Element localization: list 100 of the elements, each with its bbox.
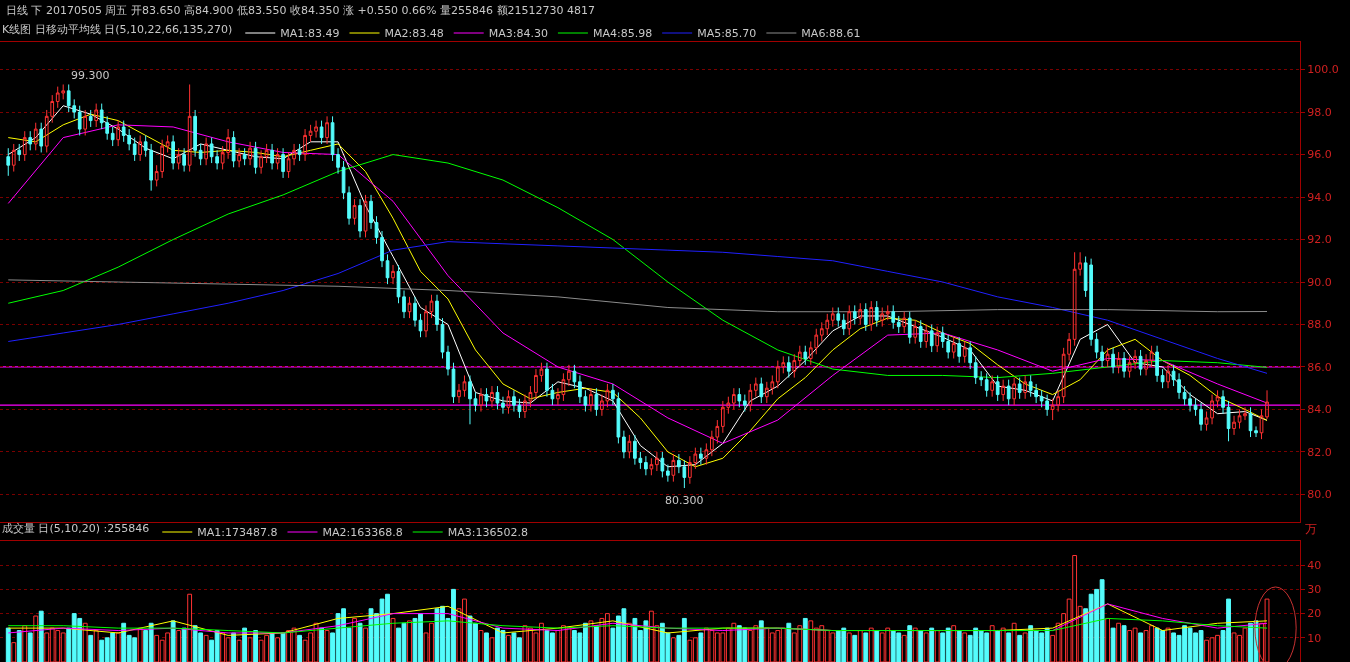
legend-label: MA4:85.98 [592, 27, 653, 41]
candlestick [110, 126, 115, 147]
candlestick [248, 141, 252, 166]
candlestick [962, 340, 967, 364]
candlestick [1001, 379, 1006, 402]
candlestick [995, 374, 1000, 402]
candlestick [94, 103, 99, 128]
bar [319, 627, 324, 662]
bar [1121, 625, 1127, 662]
candlestick [863, 302, 868, 332]
candlestick [88, 109, 93, 128]
candlestick [1138, 349, 1143, 376]
bar [907, 625, 913, 662]
candlestick [495, 385, 500, 410]
candlestick [924, 323, 929, 349]
y-tick-label: 90.0 [1307, 275, 1332, 289]
candlestick [182, 147, 186, 173]
candlestick [352, 198, 357, 226]
candlestick [589, 387, 593, 413]
legend-label: MA1:83.49 [280, 27, 340, 41]
bar [758, 620, 764, 662]
annotation: 80.300 [665, 494, 704, 507]
candlestick [1149, 345, 1154, 368]
candlestick [737, 387, 742, 408]
candlestick [1023, 374, 1028, 400]
candlestick [748, 383, 753, 413]
bar [5, 627, 11, 662]
candlestick [797, 345, 802, 368]
y-tick-label: 82.0 [1307, 445, 1332, 459]
legend-label: MA3:84.30 [488, 27, 548, 41]
bar [918, 630, 924, 662]
candlestick [644, 455, 648, 476]
candlestick [1012, 377, 1017, 406]
candlestick [786, 355, 791, 379]
bar [1110, 627, 1116, 662]
candlestick [907, 311, 912, 345]
candlestick [1215, 389, 1220, 408]
candlestick [11, 143, 16, 173]
candlestick [490, 385, 494, 408]
candlestick [885, 304, 890, 321]
candlestick [567, 364, 571, 387]
bar [297, 634, 302, 662]
candlestick [1105, 347, 1110, 368]
candlestick [1116, 351, 1121, 374]
bar [16, 630, 22, 662]
bar [786, 622, 792, 662]
candlestick [896, 315, 901, 334]
candlestick [913, 319, 918, 345]
line-series [7, 617, 1268, 634]
candlestick [1226, 400, 1231, 442]
bar [88, 634, 94, 662]
bar [698, 632, 704, 662]
candlestick [984, 372, 989, 398]
bar [231, 632, 237, 662]
candlestick [479, 387, 483, 413]
candlestick [753, 377, 758, 398]
candlestick [39, 122, 44, 153]
candlestick [165, 134, 170, 153]
y-tick-label: 86.0 [1307, 360, 1332, 374]
candlestick [418, 313, 423, 338]
bar [874, 630, 880, 662]
bar [593, 625, 599, 662]
candlestick [391, 264, 395, 285]
y-tick-label: 96.0 [1307, 148, 1332, 162]
legend-label: MA2:83.48 [384, 27, 444, 41]
candlestick [506, 389, 511, 415]
candlestick [742, 394, 747, 413]
y-tick-label: 98.0 [1307, 105, 1332, 119]
candlestick [363, 194, 368, 238]
bar [863, 632, 869, 662]
candlestick [902, 311, 907, 334]
candlestick [847, 304, 852, 336]
candlestick [138, 134, 143, 162]
candlestick [1144, 353, 1148, 376]
bar [802, 617, 808, 662]
y-tick-label: 10 [1307, 631, 1322, 645]
y-tick-label: 94.0 [1307, 190, 1332, 204]
candlestick [77, 105, 82, 136]
candlestick [649, 457, 654, 476]
candlestick [1122, 351, 1126, 379]
candlestick [1166, 364, 1170, 389]
candlestick [171, 134, 175, 170]
candlestick [935, 326, 940, 353]
legend-label: MA1:173487.8 [197, 526, 278, 540]
legend-label: MA2:163368.8 [322, 526, 403, 540]
candlestick [627, 434, 632, 459]
candlestick [407, 296, 412, 319]
candlestick [660, 451, 665, 478]
y-tick-label: 30 [1307, 583, 1322, 597]
bar [995, 630, 1001, 662]
candlestick [319, 120, 324, 145]
candlestick [880, 306, 885, 328]
bar [852, 634, 858, 662]
candlestick [1155, 345, 1159, 383]
candlestick [198, 143, 203, 166]
y-tick-label: 80.0 [1307, 488, 1332, 502]
bar [27, 632, 33, 662]
candlestick [253, 141, 258, 175]
candlestick [572, 364, 577, 389]
candlestick [193, 109, 197, 158]
